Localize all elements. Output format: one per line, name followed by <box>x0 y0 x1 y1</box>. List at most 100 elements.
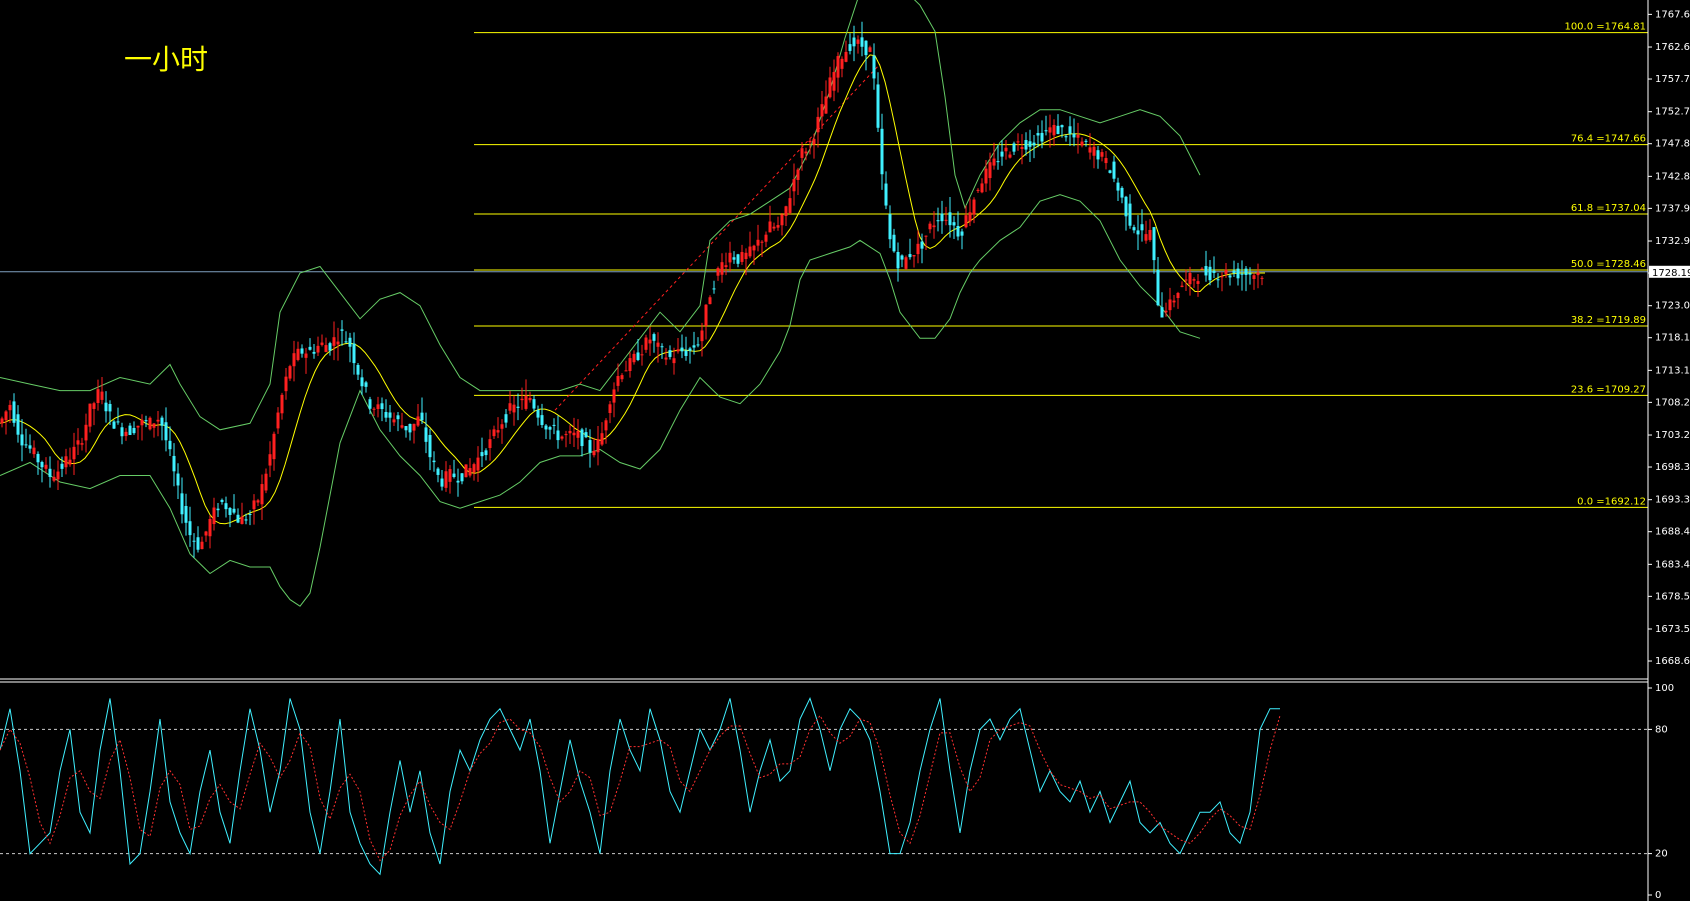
candle-body <box>968 212 972 222</box>
candle-body <box>468 468 472 476</box>
candle-body <box>992 158 996 166</box>
fib-level-label-5: 23.6 =1709.27 <box>1571 384 1646 395</box>
candle-body <box>536 410 540 418</box>
candle-body <box>820 104 824 117</box>
candle-body <box>368 399 372 409</box>
candle-body <box>1236 268 1240 279</box>
candle-body <box>240 516 244 524</box>
candle-body <box>160 417 164 426</box>
candle-body <box>248 513 252 515</box>
candle-body <box>204 531 208 536</box>
candle-body <box>1140 224 1144 231</box>
candle-body <box>1216 279 1220 281</box>
candle-body <box>92 403 96 409</box>
candle-body <box>116 421 120 423</box>
candle-body <box>1084 140 1088 142</box>
candle-body <box>784 206 788 217</box>
candles <box>0 21 1264 558</box>
candle-body <box>324 345 328 353</box>
candle-body <box>1064 136 1068 138</box>
candle-body <box>956 225 960 237</box>
candle-body <box>464 464 468 478</box>
candle-body <box>540 415 544 426</box>
candle-body <box>180 493 184 515</box>
candle-body <box>1228 275 1232 278</box>
candle-body <box>404 426 408 431</box>
candle-body <box>100 391 104 400</box>
price-tick-label-20: 1668.60 <box>1655 656 1690 667</box>
candle-body <box>512 404 516 413</box>
candle-body <box>1188 272 1192 285</box>
candle-body <box>588 440 592 453</box>
candle-body <box>1092 146 1096 156</box>
candle-body <box>1112 161 1116 179</box>
candle-body <box>264 473 268 491</box>
candle-body <box>260 484 264 505</box>
price-tick-label-19: 1673.50 <box>1655 624 1690 635</box>
candle-body <box>1152 227 1156 261</box>
candle-body <box>864 40 868 56</box>
candle-body <box>1052 124 1056 136</box>
candle-body <box>440 478 444 487</box>
candle-body <box>752 245 756 251</box>
candle-body <box>860 37 864 47</box>
candle-body <box>1148 229 1152 240</box>
candle-body <box>988 162 992 179</box>
candle-body <box>888 214 892 240</box>
candle-body <box>168 440 172 450</box>
candle-body <box>460 473 464 482</box>
candle-body <box>840 58 844 69</box>
candle-body <box>32 447 36 455</box>
candle-body <box>508 403 512 411</box>
candle-body <box>0 418 4 424</box>
candle-body <box>572 432 576 436</box>
candle-body <box>896 251 900 269</box>
bollinger-lower <box>0 194 1201 607</box>
candle-body <box>828 77 832 98</box>
candle-body <box>1056 125 1060 135</box>
candle-body <box>1132 227 1136 231</box>
candle-body <box>84 424 88 441</box>
candle-body <box>628 358 632 372</box>
candle-body <box>300 348 304 354</box>
candle-body <box>1028 141 1032 147</box>
candle-body <box>48 468 52 477</box>
candle-body <box>152 423 156 428</box>
candle-body <box>56 471 60 480</box>
fib-level-label-2: 61.8 =1737.04 <box>1571 203 1646 214</box>
price-tick-label-6: 1737.90 <box>1655 203 1690 214</box>
candle-body <box>296 348 300 360</box>
candle-body <box>1220 276 1224 278</box>
candle-body <box>340 329 344 331</box>
candle-body <box>428 434 432 458</box>
candle-body <box>1232 270 1236 273</box>
price-tick-label-16: 1688.40 <box>1655 527 1690 538</box>
candle-body <box>780 214 784 226</box>
candle-body <box>288 366 292 379</box>
candle-body <box>136 425 140 428</box>
price-tick-label-18: 1678.50 <box>1655 591 1690 602</box>
candle-body <box>192 540 196 542</box>
candle-body <box>420 412 424 421</box>
fib-level-label-4: 38.2 =1719.89 <box>1571 315 1646 326</box>
candle-body <box>1164 310 1168 313</box>
candle-body <box>848 44 852 51</box>
price-tick-label-14: 1698.30 <box>1655 462 1690 473</box>
candle-body <box>748 246 752 257</box>
stochastic-panel <box>0 697 1648 876</box>
candle-body <box>740 252 744 262</box>
candle-body <box>528 397 532 401</box>
candle-body <box>492 429 496 437</box>
candle-body <box>1060 125 1064 128</box>
candle-body <box>920 241 924 249</box>
price-tick-label-13: 1703.20 <box>1655 430 1690 441</box>
candle-body <box>1124 196 1128 217</box>
candle-body <box>980 183 984 193</box>
candle-body <box>232 508 236 513</box>
candle-body <box>1244 268 1248 275</box>
candle-body <box>1184 279 1188 281</box>
candle-body <box>188 521 192 536</box>
candle-body <box>792 179 796 192</box>
candle-body <box>384 412 388 418</box>
